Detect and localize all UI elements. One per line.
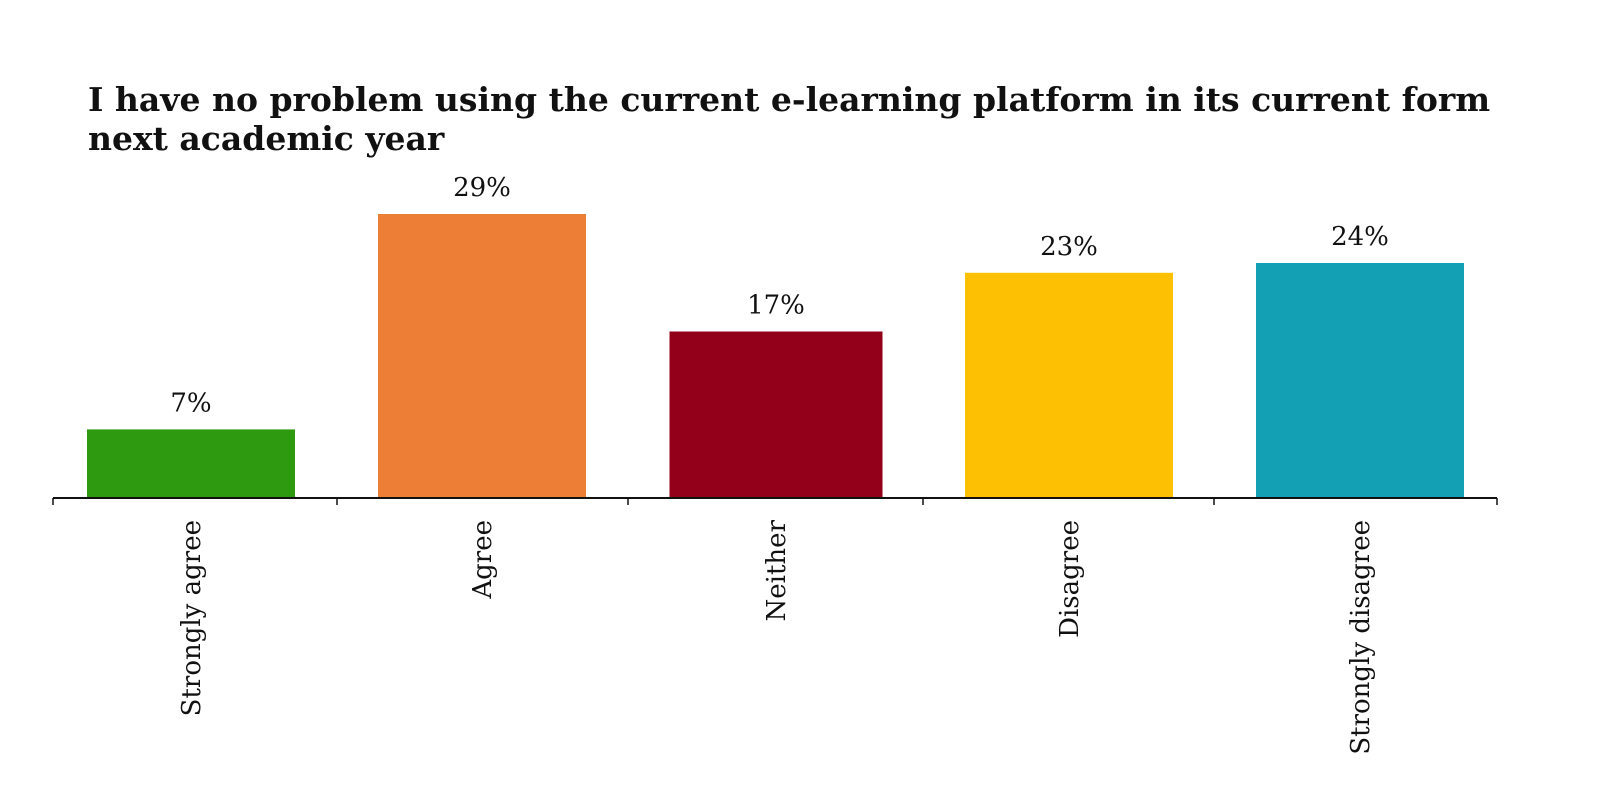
value-label-agree: 29% [453,173,511,203]
category-label-neither: Neither [762,519,792,621]
bar-agree [378,214,586,498]
value-label-strongly-disagree: 24% [1331,222,1389,252]
bar-neither [669,331,883,498]
category-label-strongly-agree: Strongly agree [177,520,207,716]
bar-strongly-agree [87,429,295,498]
value-labels-layer: 7% 29% 17% 23% 24% [170,173,1389,418]
bars-layer [87,214,1464,498]
x-axis [52,497,1498,505]
category-label-disagree: Disagree [1055,520,1085,638]
category-label-strongly-disagree: Strongly disagree [1346,520,1376,755]
bar-strongly-disagree [1256,263,1464,498]
value-label-disagree: 23% [1040,232,1098,262]
category-labels-layer: Strongly agree Agree Neither Disagree Strong… [177,519,1376,754]
category-label-agree: Agree [468,520,498,600]
bar-disagree [965,272,1173,498]
value-label-strongly-agree: 7% [170,388,211,418]
value-label-neither: 17% [747,291,805,321]
chart-title: I have no problem using the current e-le… [88,80,1491,158]
